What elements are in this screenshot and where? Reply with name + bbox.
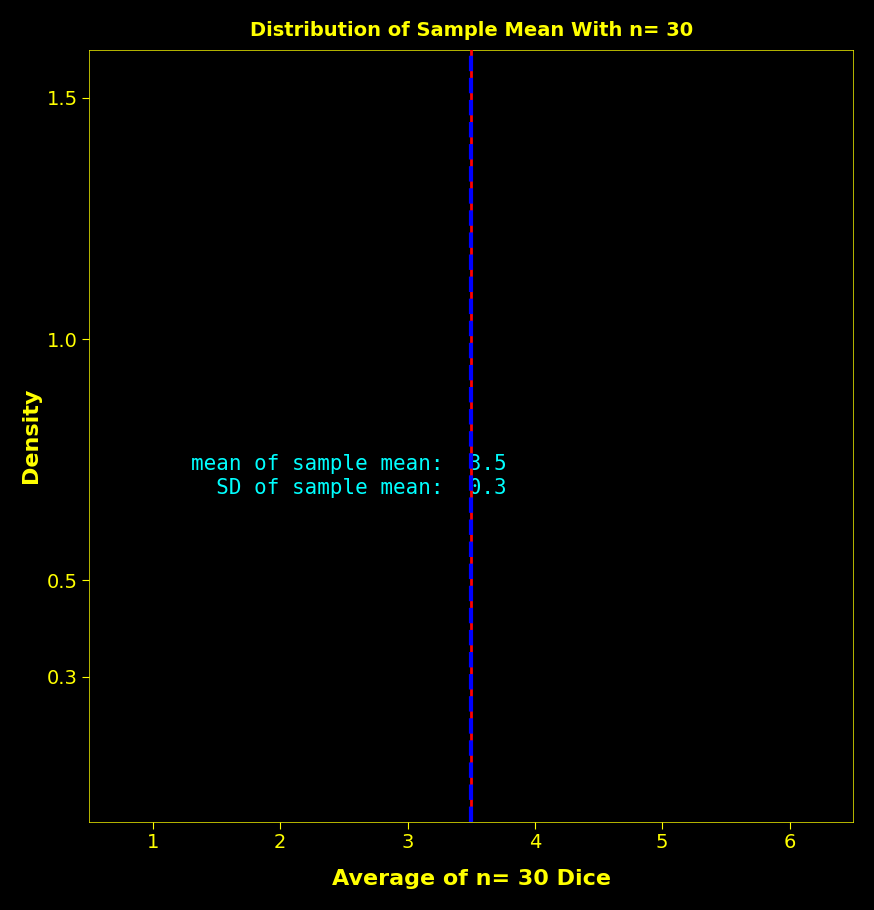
Text: mean of sample mean:  3.5
  SD of sample mean:  0.3: mean of sample mean: 3.5 SD of sample me… (191, 454, 507, 498)
Y-axis label: Density: Density (21, 388, 41, 483)
X-axis label: Average of n= 30 Dice: Average of n= 30 Dice (332, 869, 611, 889)
Title: Distribution of Sample Mean With n= 30: Distribution of Sample Mean With n= 30 (250, 21, 693, 40)
